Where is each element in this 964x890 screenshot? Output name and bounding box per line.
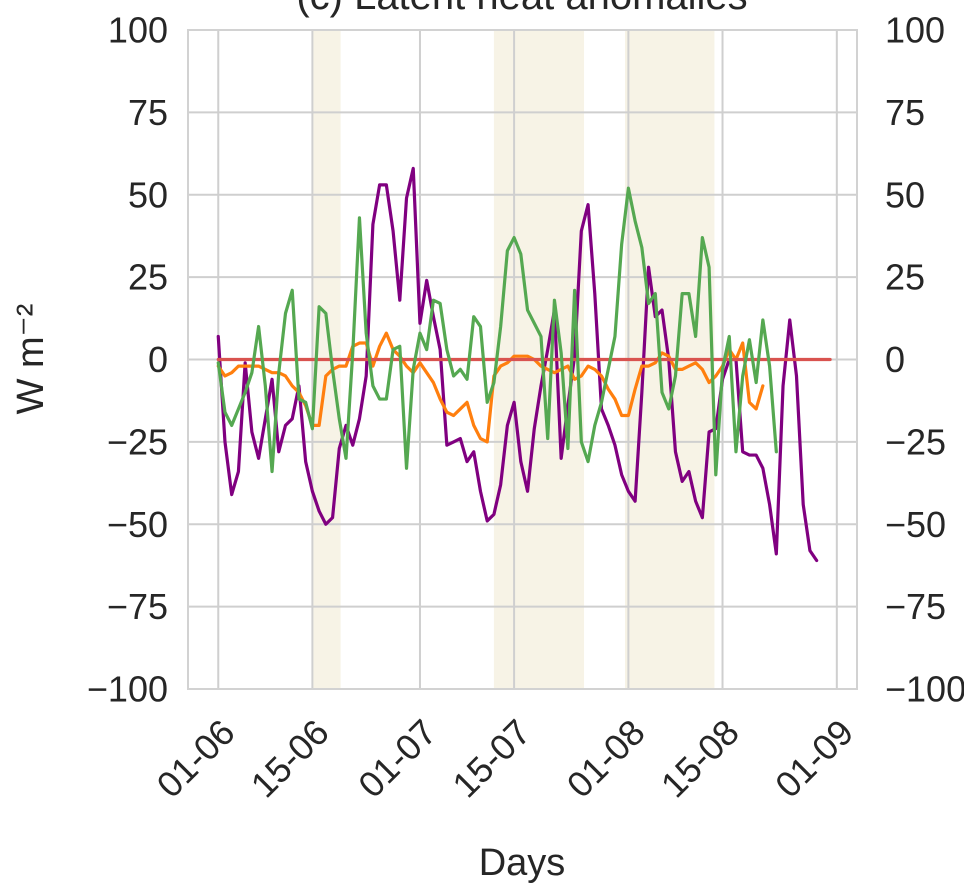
x-tick-label: 01-08 bbox=[559, 711, 653, 805]
left-y-tick-label: 25 bbox=[128, 257, 168, 298]
left-y-tick-label: −25 bbox=[107, 421, 168, 462]
left-y-tick-label: −50 bbox=[107, 504, 168, 545]
left-y-tick-label: 0 bbox=[148, 339, 168, 380]
left-y-tick-label: 75 bbox=[128, 92, 168, 133]
left-y-tick-label: 50 bbox=[128, 174, 168, 215]
x-tick-label: 01-07 bbox=[350, 711, 444, 805]
right-y-axis: −100 −75 −50 −25 0 25 50 75 100 bbox=[885, 10, 964, 710]
x-tick-label: 01-06 bbox=[148, 711, 242, 805]
right-y-tick-label: 0 bbox=[885, 339, 905, 380]
x-tick-label: 15-08 bbox=[653, 711, 747, 805]
right-y-tick-label: 50 bbox=[885, 174, 925, 215]
right-y-tick-label: −75 bbox=[885, 586, 946, 627]
y-axis-title: W m⁻² bbox=[10, 304, 52, 415]
right-y-tick-label: 100 bbox=[885, 10, 945, 51]
left-y-axis: −100 −75 −50 −25 0 25 50 75 100 bbox=[87, 10, 168, 710]
right-y-tick-label: −50 bbox=[885, 504, 946, 545]
x-axis-title: Days bbox=[479, 842, 566, 884]
x-tick-label: 15-07 bbox=[444, 711, 538, 805]
chart-title: (c) Latent heat anomalies bbox=[296, 0, 747, 18]
left-y-tick-label: −75 bbox=[107, 586, 168, 627]
x-axis: 01-06 15-06 01-07 15-07 01-08 15-08 01-09 bbox=[148, 711, 861, 805]
series-line-1 bbox=[216, 166, 819, 563]
right-y-tick-label: 25 bbox=[885, 257, 925, 298]
left-y-tick-label: 100 bbox=[108, 10, 168, 51]
x-tick-label: 01-09 bbox=[767, 711, 861, 805]
left-y-tick-label: −100 bbox=[87, 669, 168, 710]
right-y-tick-label: 75 bbox=[885, 92, 925, 133]
series-line-4 bbox=[216, 186, 778, 477]
right-y-tick-label: −100 bbox=[885, 669, 964, 710]
right-y-tick-label: −25 bbox=[885, 421, 946, 462]
x-tick-label: 15-06 bbox=[243, 711, 337, 805]
plot-frame bbox=[187, 29, 858, 690]
series-lines bbox=[216, 166, 832, 563]
